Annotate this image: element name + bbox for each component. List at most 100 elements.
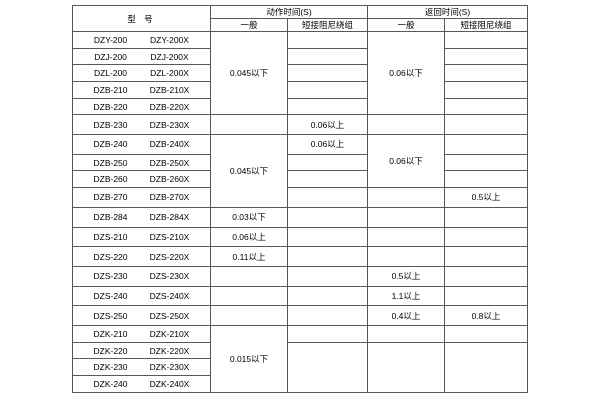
model-code-secondary: DZB-250X [149,157,190,168]
header-model: 型 号 [72,5,211,32]
model-code-primary: DZS-250 [93,310,128,321]
return-damped-value [444,64,528,83]
model-code-primary: DZJ-200 [94,51,127,62]
return-general-value [367,325,445,343]
table-row: DZB-270 DZB-270X 0.5以上 [72,187,528,208]
action-general-value [210,265,288,287]
return-general-value [367,114,445,136]
return-general-value [367,187,445,208]
model-cell: DZK-240 DZK-240X [72,375,211,393]
model-code-primary: DZS-220 [93,251,128,262]
return-damped-value [444,206,528,228]
table-row: DZS-250 DZS-250X 0.4以上 0.8以上 [72,305,528,327]
model-cell: DZB-284 DZB-284X [72,206,211,228]
model-code-primary: DZK-220 [93,345,128,356]
model-cell: DZB-240 DZB-240X [72,134,211,155]
table-row: DZK-220 DZK-220X [72,341,528,394]
model-code-secondary: DZY-200X [150,34,189,45]
model-cell: DZB-270 DZB-270X [72,187,211,208]
table-row: DZJ-200 DZJ-200X [72,47,528,66]
table-row: DZK-210 DZK-210X 0.015以下 [72,325,528,393]
model-code-secondary: DZL-200X [150,68,189,79]
header-return-damped: 短接阻尼绕组 [444,18,528,32]
return-general-value [367,226,445,248]
model-code-primary: DZS-230 [93,271,128,282]
model-code-secondary: DZS-240X [149,290,190,301]
specification-table-container: 型 号 动作时间(S) 返回时间(S) 一般 短接阻尼绕组 一般 短接阻尼绕组 … [72,5,528,394]
action-general-value: 0.045以下 [210,134,288,208]
action-damped-value: 0.06以上 [287,134,368,155]
model-cell: DZB-230 DZB-230X [72,114,211,136]
action-damped-value [287,97,368,116]
return-damped-value [444,246,528,267]
model-cell: DZK-220 DZK-220X [72,341,211,360]
action-damped-value [287,81,368,99]
return-damped-value [444,47,528,66]
model-cell: DZK-230 DZK-230X [72,358,211,377]
table-header-row-primary: 型 号 动作时间(S) 返回时间(S) [72,5,528,32]
model-code-primary: DZL-200 [93,68,128,79]
table-row: DZL-200 DZL-200X [72,64,528,83]
return-damped-value [444,285,528,307]
model-cell: DZY-200 DZY-200X [72,31,211,49]
model-cell: DZS-240 DZS-240X [72,285,211,307]
action-damped-value [287,170,368,189]
return-general-value: 0.06以下 [367,134,445,189]
model-code-primary: DZS-240 [93,290,128,301]
model-code-secondary: DZB-220X [149,101,190,112]
return-general-value [367,206,445,228]
model-code-primary: DZY-200 [93,34,128,45]
model-cell: DZS-220 DZS-220X [72,246,211,267]
model-code-secondary: DZB-210X [149,84,190,95]
return-damped-value: 0.8以上 [444,305,528,327]
return-damped-value [444,325,528,343]
return-damped-value [444,114,528,136]
model-code-secondary: DZB-270X [149,192,190,203]
action-damped-value [287,31,368,49]
return-damped-value [444,81,528,99]
model-code-secondary: DZB-260X [149,174,190,185]
model-code-primary: DZB-210 [93,84,128,95]
header-action-general: 一般 [210,18,288,32]
return-general-value [367,341,445,394]
model-cell: DZL-200 DZL-200X [72,64,211,83]
return-damped-value [444,153,528,172]
model-code-secondary: DZK-210X [149,328,190,339]
action-damped-value [287,305,368,327]
action-damped-value [287,265,368,287]
return-damped-value [444,341,528,394]
table-row: DZB-260 DZB-260X [72,170,528,189]
table-row: DZS-240 DZS-240X 1.1以上 [72,285,528,307]
table-row: DZB-240 DZB-240X 0.045以下 0.06以上 0.06以下 [72,134,528,208]
action-damped-value [287,325,368,343]
header-return-time: 返回时间(S) [367,5,528,19]
model-code-secondary: DZS-210X [149,231,190,242]
table-row: DZK-230 DZK-230X [72,358,528,377]
table-row: DZB-220 DZB-220X [72,97,528,116]
model-code-primary: DZB-230 [93,119,128,130]
action-damped-value [287,153,368,172]
return-damped-value [444,134,528,155]
model-cell: DZK-210 DZK-210X [72,325,211,343]
action-general-value: 0.03以下 [210,206,288,228]
action-damped-value [287,206,368,228]
table-row: DZB-250 DZB-250X [72,153,528,172]
model-code-primary: DZK-210 [93,328,128,339]
return-damped-value: 0.5以上 [444,187,528,208]
table-row: DZS-220 DZS-220X 0.11以上 [72,246,528,267]
return-damped-value [444,265,528,287]
action-damped-value: 0.06以上 [287,114,368,136]
model-cell: DZS-230 DZS-230X [72,265,211,287]
header-return-general: 一般 [367,18,445,32]
model-code-secondary: DZK-220X [149,345,190,356]
action-damped-value [287,187,368,208]
model-cell: DZB-210 DZB-210X [72,81,211,99]
table-row: DZS-230 DZS-230X 0.5以上 [72,265,528,287]
model-code-secondary: DZB-284X [149,212,190,223]
return-damped-value [444,226,528,248]
model-code-primary: DZK-240 [93,379,128,390]
model-code-secondary: DZS-220X [149,251,190,262]
table-row: DZB-230 DZB-230X 0.06以上 [72,114,528,136]
model-code-primary: DZB-260 [93,174,128,185]
table-row: DZK-240 DZK-240X [72,375,528,393]
